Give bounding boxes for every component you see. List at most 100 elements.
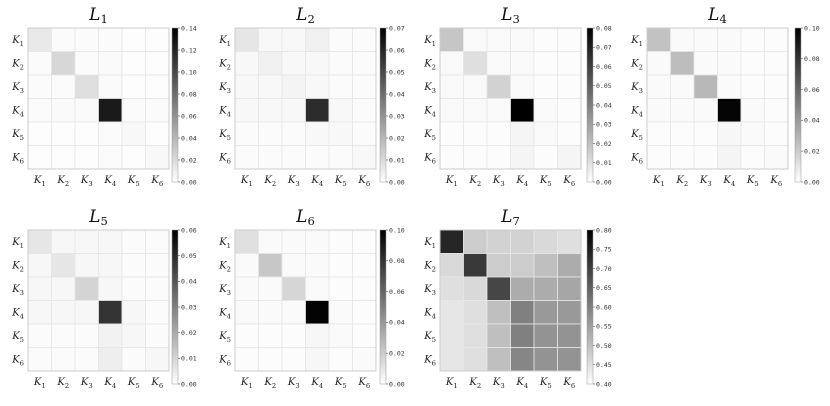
heatmap-cell bbox=[463, 253, 488, 278]
colorbar-tick-label: 0.75 bbox=[596, 246, 612, 254]
heatmap-cell bbox=[258, 98, 283, 123]
x-tick-label: K1 bbox=[33, 175, 46, 188]
heatmap-cell bbox=[740, 27, 765, 52]
heatmap-cell bbox=[258, 276, 283, 301]
heatmap-cell bbox=[305, 145, 330, 170]
heatmap-cell bbox=[510, 74, 535, 99]
x-tick-label: K4 bbox=[310, 175, 323, 188]
heatmap-cell bbox=[234, 74, 259, 99]
heatmap-cell bbox=[51, 27, 76, 52]
heatmap-cell bbox=[463, 51, 488, 76]
y-tick-label: K1 bbox=[423, 237, 436, 250]
heatmap-cell bbox=[463, 323, 488, 348]
heatmap-cell bbox=[439, 121, 464, 146]
colorbar-tick-label: 0.01 bbox=[596, 159, 612, 167]
x-tick-label: K2 bbox=[263, 377, 276, 390]
heatmap-cell bbox=[27, 300, 52, 325]
heatmap-cell bbox=[234, 27, 259, 52]
heatmap-cell bbox=[646, 51, 671, 76]
heatmap-cell bbox=[328, 276, 353, 301]
colorbar-tick-label: 0.70 bbox=[596, 265, 612, 273]
heatmap-cell bbox=[328, 145, 353, 170]
heatmap-cell bbox=[305, 253, 330, 278]
colorbar-tick-label: 0.02 bbox=[804, 148, 820, 156]
y-tick-label: K2 bbox=[11, 58, 24, 71]
heatmap-cell bbox=[510, 229, 535, 254]
heatmap-cell bbox=[145, 323, 170, 348]
colorbar-tick-label: 0.07 bbox=[596, 44, 612, 52]
heatmap-cell bbox=[740, 145, 765, 170]
heatmap-cell bbox=[305, 51, 330, 76]
heatmap-cell bbox=[764, 51, 789, 76]
heatmap-cell bbox=[510, 121, 535, 146]
heatmap-cell bbox=[258, 323, 283, 348]
heatmap-cell bbox=[463, 229, 488, 254]
heatmap-cell bbox=[352, 145, 377, 170]
heatmap-cell bbox=[51, 74, 76, 99]
heatmap-cell bbox=[439, 276, 464, 301]
y-tick-label: K6 bbox=[423, 152, 436, 165]
heatmap-cell bbox=[145, 98, 170, 123]
heatmap-cell bbox=[27, 98, 52, 123]
x-tick-label: K1 bbox=[445, 377, 458, 390]
panel-title: L1 bbox=[88, 5, 108, 26]
heatmap-cell bbox=[740, 98, 765, 123]
heatmap-panel-7: L7 K1 K2 K3 K4 K5 K6 K1 K2 K3 K4 K5 K6 0.40 0.45 0.50 0.… bbox=[423, 207, 612, 390]
panel-title: L3 bbox=[500, 5, 520, 26]
heatmap-cell bbox=[693, 145, 718, 170]
heatmap-cell bbox=[352, 121, 377, 146]
y-tick-label: K6 bbox=[11, 152, 24, 165]
heatmap-cell bbox=[352, 276, 377, 301]
heatmap-cell bbox=[486, 276, 511, 301]
heatmap-cell bbox=[463, 74, 488, 99]
heatmap-cell bbox=[281, 145, 306, 170]
heatmap-cell bbox=[98, 74, 123, 99]
colorbar-tick-label: 0.45 bbox=[596, 361, 612, 369]
heatmap-panel-6: L6 K1 K2 K3 K4 K5 K6 K1 K2 K3 K4 K5 K6 0.00 0.02 0.04 0.… bbox=[218, 207, 405, 390]
heatmap-cell bbox=[670, 98, 695, 123]
x-tick-label: K1 bbox=[240, 377, 253, 390]
heatmap-cell bbox=[145, 51, 170, 76]
panel-title: L2 bbox=[295, 5, 315, 26]
colorbar-tick-label: 0.10 bbox=[181, 68, 197, 76]
x-tick-label: K2 bbox=[263, 175, 276, 188]
y-tick-label: K6 bbox=[218, 354, 231, 367]
heatmap-cell bbox=[234, 300, 259, 325]
heatmap-cell bbox=[328, 98, 353, 123]
heatmap-cell bbox=[121, 74, 146, 99]
colorbar-tick-label: 0.08 bbox=[596, 24, 612, 32]
plot-frame bbox=[27, 27, 170, 170]
colorbar-tick-label: 0.00 bbox=[804, 178, 820, 186]
panel-title: L4 bbox=[707, 5, 727, 26]
y-tick-label: K4 bbox=[423, 105, 436, 118]
y-tick-label: K5 bbox=[218, 331, 231, 344]
heatmap-cell bbox=[328, 27, 353, 52]
y-tick-label: K3 bbox=[11, 82, 24, 95]
colorbar-tick-label: 0.00 bbox=[596, 178, 612, 186]
heatmap-cell bbox=[27, 121, 52, 146]
colorbar-tick-label: 0.40 bbox=[596, 380, 612, 388]
y-tick-label: K4 bbox=[630, 105, 643, 118]
heatmap-cell bbox=[145, 300, 170, 325]
y-tick-label: K4 bbox=[11, 105, 24, 118]
colorbar-tick-label: 0.02 bbox=[596, 140, 612, 148]
colorbar-tick-label: 0.03 bbox=[181, 303, 197, 311]
y-tick-label: K2 bbox=[218, 260, 231, 273]
heatmap-cell bbox=[510, 51, 535, 76]
panel-title: L6 bbox=[295, 207, 315, 228]
heatmap-cell bbox=[98, 253, 123, 278]
heatmap-cell bbox=[74, 229, 99, 254]
heatmap-cell bbox=[717, 51, 742, 76]
heatmap-cell bbox=[439, 323, 464, 348]
colorbar-tick-label: 0.55 bbox=[596, 323, 612, 331]
heatmap-cell bbox=[305, 276, 330, 301]
y-tick-label: K5 bbox=[630, 129, 643, 142]
heatmap-cell bbox=[557, 51, 582, 76]
heatmap-cell bbox=[74, 121, 99, 146]
heatmap-cell bbox=[533, 229, 558, 254]
heatmap-cell bbox=[693, 121, 718, 146]
x-tick-label: K4 bbox=[103, 175, 116, 188]
x-tick-label: K4 bbox=[310, 377, 323, 390]
colorbar-tick-label: 0.05 bbox=[389, 68, 405, 76]
x-tick-label: K5 bbox=[746, 175, 759, 188]
